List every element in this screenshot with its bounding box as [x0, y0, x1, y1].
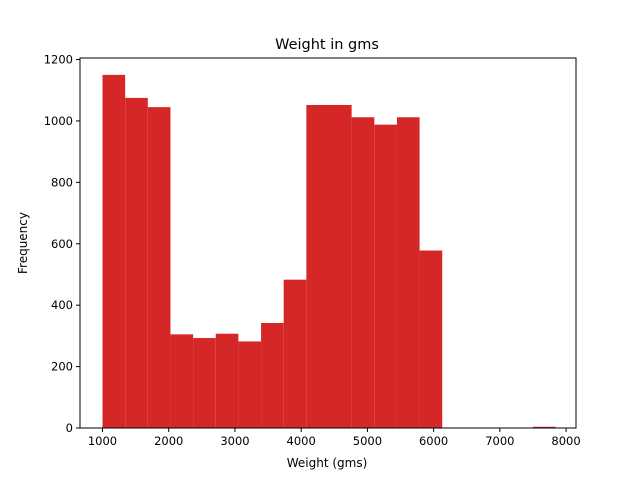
x-axis-label: Weight (gms) [287, 456, 368, 470]
x-axis: 1000 2000 3000 4000 5000 6000 7000 8000 [88, 428, 581, 448]
histogram-bar-5 [215, 333, 239, 428]
histogram-bar-13 [396, 117, 420, 428]
histogram-bar-1 [125, 97, 148, 428]
x-tick-label: 5000 [353, 434, 382, 448]
y-tick-label: 0 [66, 421, 73, 435]
y-tick-label: 1200 [44, 53, 73, 67]
histogram-bar-19 [532, 426, 556, 428]
y-axis: 0 200 400 600 800 1000 1200 [44, 53, 80, 435]
histogram-bar-3 [170, 334, 194, 428]
histogram-bar-11 [351, 117, 375, 428]
histogram-bar-4 [193, 338, 216, 428]
histogram-bar-6 [238, 341, 262, 428]
histogram-bar-14 [419, 250, 443, 428]
chart-title: Weight in gms [275, 37, 379, 53]
histogram-bar-12 [374, 124, 397, 428]
histogram-bar-10 [328, 104, 352, 429]
x-tick-label: 8000 [551, 434, 580, 448]
y-tick-label: 1000 [44, 114, 73, 128]
y-tick-label: 400 [51, 298, 73, 312]
x-tick-label: 4000 [287, 434, 316, 448]
y-tick-label: 200 [51, 360, 73, 374]
histogram-bar-0 [102, 74, 126, 428]
x-tick-label: 2000 [154, 434, 183, 448]
bars-group [102, 74, 556, 429]
y-tick-label: 600 [51, 237, 73, 251]
histogram-bar-8 [283, 279, 307, 428]
histogram-bar-7 [261, 322, 284, 428]
plot-frame [79, 57, 577, 429]
y-tick-label: 800 [51, 175, 73, 189]
histogram-bar-2 [147, 107, 171, 428]
y-axis-label: Frequency [16, 212, 30, 274]
histogram-bar-9 [306, 104, 329, 429]
x-tick-label: 6000 [419, 434, 448, 448]
x-tick-label: 1000 [88, 434, 117, 448]
x-tick-label: 3000 [220, 434, 249, 448]
x-tick-label: 7000 [485, 434, 514, 448]
